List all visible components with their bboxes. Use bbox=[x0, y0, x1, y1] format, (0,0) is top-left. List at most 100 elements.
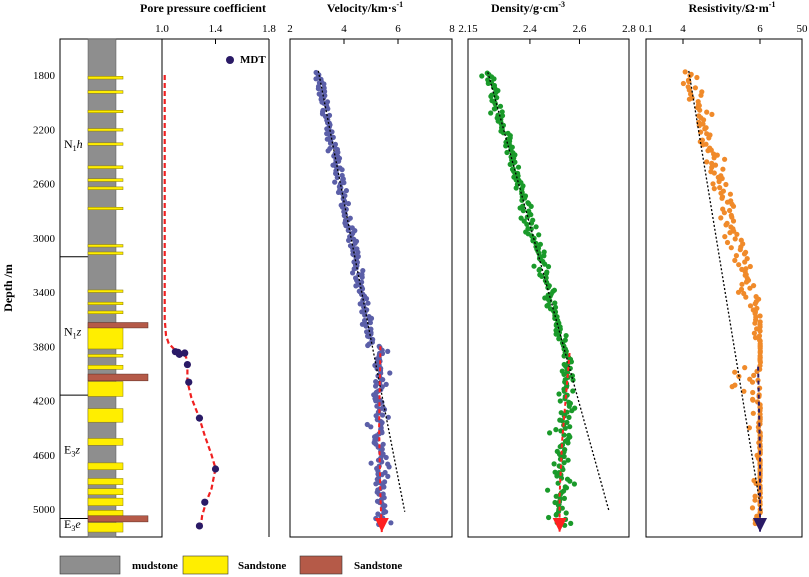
resistivity-point bbox=[721, 210, 728, 216]
density-point bbox=[494, 95, 500, 101]
sandstone-bed bbox=[87, 142, 124, 146]
velocity-point bbox=[385, 348, 391, 354]
velocity-point bbox=[373, 383, 379, 389]
resistivity-point bbox=[735, 289, 742, 295]
sandstone-bed bbox=[87, 289, 124, 293]
velocity-point bbox=[388, 520, 394, 526]
sandstone-bed bbox=[87, 165, 124, 169]
resistivity-point bbox=[741, 388, 747, 394]
resistivity-point bbox=[686, 96, 693, 102]
sandstone-bed bbox=[87, 497, 124, 506]
mdt-point bbox=[195, 414, 204, 422]
velocity-point bbox=[386, 464, 392, 470]
velocity-point bbox=[365, 300, 371, 306]
density-point bbox=[556, 391, 562, 397]
resistivity-point bbox=[742, 259, 748, 265]
resistivity-point bbox=[732, 257, 738, 263]
resistivity-point bbox=[710, 181, 716, 187]
resistivity-point bbox=[694, 74, 700, 81]
resistivity-point bbox=[712, 162, 719, 168]
velocity-trend-line bbox=[317, 70, 406, 512]
resistivity-point bbox=[702, 126, 708, 132]
velocity-point bbox=[368, 460, 374, 466]
mdt-point bbox=[181, 349, 189, 357]
resistivity-point bbox=[749, 505, 756, 511]
legend-swatch bbox=[299, 555, 343, 575]
resistivity-point bbox=[724, 199, 731, 205]
velocity-point bbox=[322, 88, 328, 95]
resistivity-point bbox=[728, 245, 734, 251]
velocity-point bbox=[365, 342, 371, 349]
velocity-point bbox=[385, 414, 391, 420]
legend-swatch bbox=[182, 555, 229, 575]
density-point bbox=[562, 425, 568, 431]
resistivity-point bbox=[729, 384, 735, 390]
density-point bbox=[569, 408, 575, 414]
depth-tick-label: 2200 bbox=[33, 124, 56, 136]
velocity-point bbox=[355, 249, 361, 255]
density-point bbox=[545, 264, 552, 270]
density-point bbox=[551, 461, 557, 467]
density-point bbox=[524, 214, 530, 220]
density-point bbox=[561, 371, 567, 377]
depth-tick-label: 3400 bbox=[33, 287, 56, 299]
resistivity-point bbox=[701, 117, 707, 123]
resistivity-point bbox=[719, 195, 725, 201]
resistivity-point bbox=[724, 239, 731, 246]
density-tick-label: 2.4 bbox=[523, 23, 537, 35]
mdt-point bbox=[185, 378, 193, 386]
density-point bbox=[556, 336, 562, 342]
resistivity-point bbox=[751, 283, 757, 289]
resistivity-point bbox=[692, 85, 699, 91]
resistivity-point bbox=[752, 335, 759, 341]
pore-pressure-curve bbox=[163, 75, 217, 527]
density-point bbox=[563, 510, 569, 516]
velocity-point bbox=[351, 266, 357, 272]
red-sandstone-bed bbox=[87, 515, 149, 523]
density-point bbox=[561, 453, 567, 460]
velocity-point bbox=[385, 473, 391, 479]
density-point bbox=[545, 285, 551, 291]
velocity-point bbox=[360, 268, 366, 274]
density-point bbox=[541, 249, 547, 255]
velocity-point bbox=[343, 188, 349, 194]
resistivity-point bbox=[718, 215, 724, 221]
resistivity-point bbox=[757, 313, 763, 319]
density-panel-frame bbox=[467, 38, 630, 538]
velocity-point bbox=[352, 240, 358, 246]
density-point bbox=[566, 403, 572, 409]
resistivity-point bbox=[752, 301, 758, 307]
density-point bbox=[513, 185, 519, 191]
density-point bbox=[546, 514, 552, 521]
resistivity-panel-frame bbox=[645, 38, 803, 538]
resistivity-point bbox=[709, 164, 715, 171]
pore-tick-label: 1.4 bbox=[209, 23, 223, 35]
depth-tick-label: 1800 bbox=[33, 70, 56, 82]
velocity-point bbox=[373, 398, 379, 404]
resistivity-point bbox=[723, 222, 729, 228]
velocity-point bbox=[345, 201, 351, 207]
density-point bbox=[554, 473, 560, 479]
velocity-point bbox=[383, 381, 389, 387]
velocity-point bbox=[350, 270, 356, 276]
resistivity-point bbox=[750, 397, 756, 403]
sandstone-bed bbox=[87, 128, 124, 132]
resistivity-point bbox=[747, 285, 753, 291]
density-point bbox=[553, 493, 559, 499]
density-point bbox=[545, 487, 551, 493]
resistivity-point bbox=[747, 303, 754, 309]
resistivity-point bbox=[697, 107, 703, 113]
pore-title: Pore pressure coefficient bbox=[140, 1, 266, 15]
density-point bbox=[536, 232, 542, 238]
velocity-tick-label: 8 bbox=[449, 23, 455, 35]
resistivity-point bbox=[757, 510, 763, 516]
density-point bbox=[547, 298, 553, 304]
mdt-legend-marker bbox=[226, 56, 234, 64]
velocity-arrowhead bbox=[374, 518, 389, 533]
density-point bbox=[561, 495, 568, 501]
density-point bbox=[533, 224, 539, 230]
velocity-point bbox=[373, 379, 379, 385]
velocity-tick-label: 6 bbox=[395, 23, 401, 35]
legend-swatch bbox=[59, 555, 121, 575]
